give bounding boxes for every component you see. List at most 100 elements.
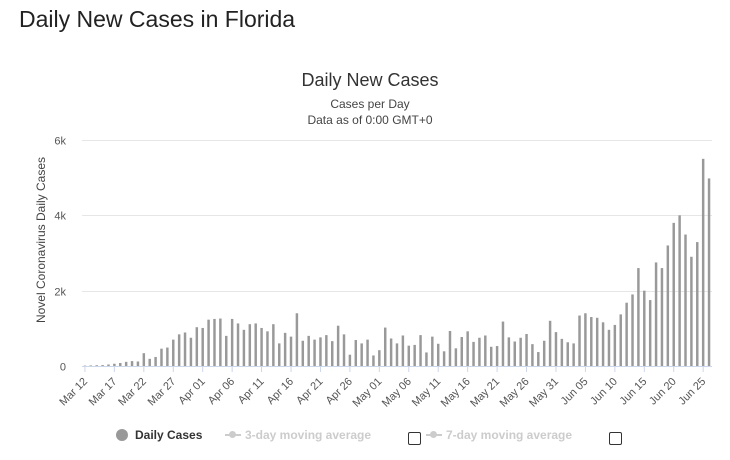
- bar[interactable]: [666, 245, 670, 366]
- legend-item-3-day-average[interactable]: 3-day moving average: [225, 428, 371, 442]
- bar[interactable]: [101, 365, 104, 366]
- bar[interactable]: [484, 335, 487, 366]
- bar[interactable]: [283, 332, 287, 366]
- bar[interactable]: [301, 340, 305, 366]
- bar[interactable]: [478, 337, 481, 366]
- bar[interactable]: [413, 344, 416, 366]
- bar[interactable]: [225, 335, 228, 366]
- bar[interactable]: [660, 268, 664, 366]
- bar[interactable]: [578, 315, 581, 366]
- bar[interactable]: [289, 336, 293, 366]
- bar[interactable]: [177, 334, 181, 366]
- bar[interactable]: [366, 339, 369, 366]
- bar[interactable]: [631, 294, 634, 366]
- bar[interactable]: [643, 290, 646, 366]
- bar[interactable]: [537, 352, 540, 366]
- bar[interactable]: [278, 343, 281, 366]
- bar[interactable]: [325, 335, 328, 366]
- bar[interactable]: [607, 329, 611, 366]
- bar[interactable]: [166, 347, 169, 366]
- bar[interactable]: [383, 327, 387, 366]
- bar[interactable]: [107, 364, 110, 366]
- bar[interactable]: [584, 313, 587, 366]
- bar[interactable]: [525, 333, 528, 366]
- bar[interactable]: [195, 327, 199, 366]
- bar[interactable]: [507, 337, 511, 366]
- bar[interactable]: [548, 320, 552, 366]
- bar[interactable]: [260, 327, 263, 366]
- bar[interactable]: [360, 343, 363, 366]
- bar[interactable]: [625, 302, 628, 366]
- bar[interactable]: [148, 358, 151, 366]
- bar[interactable]: [472, 341, 475, 366]
- bar[interactable]: [319, 337, 322, 366]
- bar[interactable]: [672, 222, 675, 366]
- 3-day-average-checkbox[interactable]: [408, 432, 421, 445]
- bar[interactable]: [242, 329, 246, 366]
- bar[interactable]: [595, 317, 599, 366]
- bar[interactable]: [354, 340, 358, 366]
- bar[interactable]: [407, 345, 411, 366]
- bar[interactable]: [213, 318, 216, 366]
- bar[interactable]: [572, 343, 575, 366]
- bar[interactable]: [560, 338, 564, 366]
- bar[interactable]: [495, 346, 499, 366]
- bar[interactable]: [566, 342, 569, 366]
- bar[interactable]: [160, 348, 163, 366]
- bar[interactable]: [295, 313, 299, 366]
- bar[interactable]: [307, 335, 310, 366]
- bar[interactable]: [89, 365, 93, 366]
- bar[interactable]: [230, 318, 234, 366]
- bar[interactable]: [601, 322, 605, 366]
- bar[interactable]: [272, 324, 275, 366]
- bar[interactable]: [454, 348, 458, 366]
- bar[interactable]: [442, 351, 446, 366]
- bar[interactable]: [542, 340, 546, 366]
- bar[interactable]: [448, 330, 452, 366]
- bar[interactable]: [613, 324, 617, 366]
- bar[interactable]: [130, 361, 134, 366]
- bar[interactable]: [189, 337, 193, 366]
- bar[interactable]: [425, 352, 428, 366]
- legend-item-7-day-average[interactable]: 7-day moving average: [426, 428, 572, 442]
- bar[interactable]: [395, 343, 399, 366]
- bar[interactable]: [207, 319, 210, 366]
- bar[interactable]: [136, 361, 140, 366]
- bar[interactable]: [619, 314, 622, 366]
- bar[interactable]: [519, 337, 522, 366]
- bar[interactable]: [637, 268, 640, 366]
- bar[interactable]: [336, 325, 340, 366]
- bar[interactable]: [460, 337, 463, 366]
- bar[interactable]: [254, 323, 257, 366]
- bar[interactable]: [119, 362, 122, 366]
- bar[interactable]: [236, 323, 240, 366]
- bar[interactable]: [701, 158, 705, 366]
- bar[interactable]: [113, 363, 116, 366]
- bar[interactable]: [266, 331, 269, 366]
- bar[interactable]: [83, 365, 87, 367]
- bar[interactable]: [590, 317, 593, 366]
- bar[interactable]: [172, 339, 175, 366]
- bar[interactable]: [248, 324, 252, 366]
- bar[interactable]: [348, 354, 352, 366]
- bar[interactable]: [378, 350, 381, 366]
- bar[interactable]: [313, 339, 316, 366]
- 7-day-average-checkbox[interactable]: [609, 432, 622, 445]
- bar[interactable]: [431, 336, 434, 366]
- bar[interactable]: [124, 361, 128, 366]
- bar[interactable]: [154, 356, 157, 366]
- bar[interactable]: [678, 215, 681, 366]
- bar[interactable]: [142, 353, 146, 366]
- bar[interactable]: [95, 365, 98, 366]
- bar[interactable]: [513, 341, 516, 366]
- bar[interactable]: [684, 234, 687, 366]
- bar[interactable]: [690, 256, 693, 366]
- bar[interactable]: [183, 332, 187, 366]
- bar[interactable]: [501, 321, 505, 366]
- bar[interactable]: [489, 346, 493, 366]
- bar[interactable]: [201, 327, 204, 366]
- bar[interactable]: [554, 332, 558, 366]
- bar[interactable]: [707, 178, 711, 366]
- bar[interactable]: [696, 242, 699, 366]
- bar[interactable]: [219, 318, 222, 366]
